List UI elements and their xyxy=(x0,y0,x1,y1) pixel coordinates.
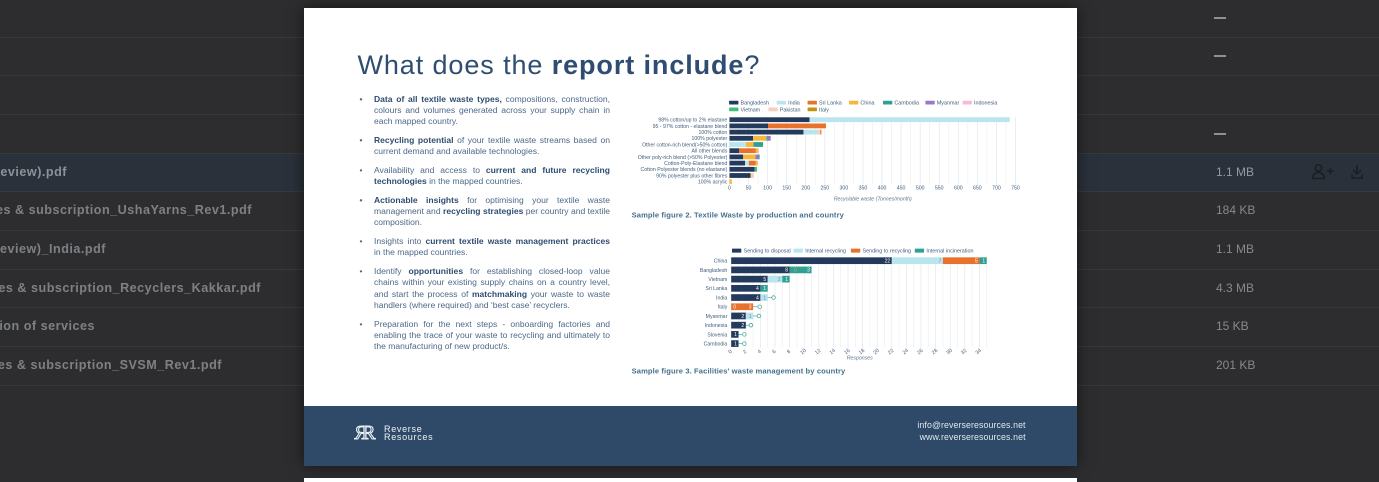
svg-text:550: 550 xyxy=(935,185,944,191)
svg-text:2: 2 xyxy=(778,277,781,283)
svg-text:0: 0 xyxy=(728,185,731,191)
svg-text:Bangladesh: Bangladesh xyxy=(700,268,728,274)
svg-text:28: 28 xyxy=(931,348,939,356)
svg-text:Italy: Italy xyxy=(819,107,829,113)
svg-text:Myanmar: Myanmar xyxy=(706,314,728,320)
svg-text:450: 450 xyxy=(897,185,906,191)
svg-text:5: 5 xyxy=(975,259,978,265)
svg-text:1: 1 xyxy=(982,259,985,265)
svg-text:Cotton-Poly-Elastane blend: Cotton-Poly-Elastane blend xyxy=(664,161,727,167)
svg-text:100% polyester: 100% polyester xyxy=(692,136,728,142)
svg-text:Cotton Polyester blends (no el: Cotton Polyester blends (no elastane) xyxy=(640,167,727,173)
svg-text:Indonesia: Indonesia xyxy=(705,323,728,329)
svg-text:4: 4 xyxy=(756,286,759,292)
svg-text:Sample figure 2. Textile Waste: Sample figure 2. Textile Waste by produc… xyxy=(632,211,845,220)
svg-text:90% polyester plus other fibre: 90% polyester plus other fibres xyxy=(656,173,728,179)
svg-text:16: 16 xyxy=(843,348,851,356)
svg-text:0: 0 xyxy=(728,349,734,356)
svg-text:3: 3 xyxy=(749,305,752,311)
svg-text:100% cotton: 100% cotton xyxy=(698,130,727,136)
svg-text:8: 8 xyxy=(785,268,788,274)
svg-text:300: 300 xyxy=(840,185,849,191)
svg-text:26: 26 xyxy=(916,348,924,356)
svg-text:350: 350 xyxy=(859,185,868,191)
svg-text:2: 2 xyxy=(742,349,748,356)
svg-text:98% cotton/up to 2% elastane: 98% cotton/up to 2% elastane xyxy=(658,118,727,124)
svg-text:1: 1 xyxy=(734,332,737,338)
svg-text:Responses: Responses xyxy=(847,356,873,362)
svg-text:24: 24 xyxy=(902,348,910,356)
svg-text:200: 200 xyxy=(801,185,810,191)
svg-text:Recyclable waste (Tonnes/month: Recyclable waste (Tonnes/month) xyxy=(834,196,912,202)
svg-text:22: 22 xyxy=(887,348,895,356)
svg-text:Vietnam: Vietnam xyxy=(708,277,727,283)
svg-text:0: 0 xyxy=(733,305,736,311)
svg-text:700: 700 xyxy=(992,185,1001,191)
svg-text:150: 150 xyxy=(782,185,791,191)
svg-text:50: 50 xyxy=(746,185,752,191)
svg-text:India: India xyxy=(716,295,727,301)
svg-text:4: 4 xyxy=(757,349,763,356)
svg-text:Indonesia: Indonesia xyxy=(974,101,997,107)
svg-text:China: China xyxy=(860,101,874,107)
svg-text:12: 12 xyxy=(814,348,822,356)
svg-text:5: 5 xyxy=(763,277,766,283)
svg-text:100% acrylic: 100% acrylic xyxy=(698,180,728,186)
svg-text:Other cotton-rich blend(>50% c: Other cotton-rich blend(>50% cotton) xyxy=(642,142,727,148)
svg-text:4: 4 xyxy=(756,295,759,301)
svg-text:Sri Lanka: Sri Lanka xyxy=(819,101,842,107)
svg-text:All other blends: All other blends xyxy=(692,149,728,155)
svg-text:China: China xyxy=(714,259,728,265)
svg-text:Bangladesh: Bangladesh xyxy=(741,101,769,107)
svg-text:400: 400 xyxy=(878,185,887,191)
svg-text:Internal incineration: Internal incineration xyxy=(926,249,973,255)
svg-text:14: 14 xyxy=(829,348,837,356)
svg-text:Sample figure 3. Facilities' w: Sample figure 3. Facilities' waste manag… xyxy=(632,366,846,375)
svg-text:Vietnam: Vietnam xyxy=(741,107,761,113)
svg-text:Sending to recycling: Sending to recycling xyxy=(863,249,912,255)
svg-text:1: 1 xyxy=(763,286,766,292)
svg-text:250: 250 xyxy=(821,185,830,191)
svg-text:Sending to disposal: Sending to disposal xyxy=(744,249,791,255)
svg-text:650: 650 xyxy=(973,185,982,191)
svg-text:Cambodia: Cambodia xyxy=(894,101,919,107)
svg-text:Cambodia: Cambodia xyxy=(704,342,728,348)
svg-text:100: 100 xyxy=(763,185,772,191)
svg-text:Slovenia: Slovenia xyxy=(707,332,727,338)
svg-text:30: 30 xyxy=(945,348,953,356)
svg-text:1: 1 xyxy=(734,341,737,347)
svg-text:Sri Lanka: Sri Lanka xyxy=(705,286,727,292)
svg-text:1: 1 xyxy=(749,314,752,320)
svg-text:7: 7 xyxy=(939,259,942,265)
svg-text:18: 18 xyxy=(858,348,866,356)
svg-text:6: 6 xyxy=(771,349,777,356)
svg-text:Italy: Italy xyxy=(718,305,728,311)
svg-text:95 - 97% cotton - elastane ble: 95 - 97% cotton - elastane blend xyxy=(653,124,728,130)
svg-text:750: 750 xyxy=(1011,185,1020,191)
svg-text:22: 22 xyxy=(885,259,891,265)
svg-text:India: India xyxy=(788,101,800,107)
svg-text:2: 2 xyxy=(741,314,744,320)
svg-text:20: 20 xyxy=(872,348,880,356)
svg-text:34: 34 xyxy=(975,348,983,356)
svg-text:3: 3 xyxy=(807,268,810,274)
svg-text:1: 1 xyxy=(763,295,766,301)
svg-text:8: 8 xyxy=(786,349,792,356)
svg-text:2: 2 xyxy=(741,323,744,329)
svg-text:1: 1 xyxy=(785,277,788,283)
svg-text:500: 500 xyxy=(916,185,925,191)
svg-text:Myanmar: Myanmar xyxy=(937,101,960,107)
svg-text:32: 32 xyxy=(960,348,968,356)
svg-text:600: 600 xyxy=(954,185,963,191)
svg-text:0: 0 xyxy=(794,268,797,274)
svg-text:Pakistan: Pakistan xyxy=(780,107,801,113)
svg-text:10: 10 xyxy=(799,348,807,356)
svg-text:Internal recycling: Internal recycling xyxy=(805,249,846,255)
svg-text:Other poly-rich blend (>50% Po: Other poly-rich blend (>50% Polyester) xyxy=(638,155,728,161)
